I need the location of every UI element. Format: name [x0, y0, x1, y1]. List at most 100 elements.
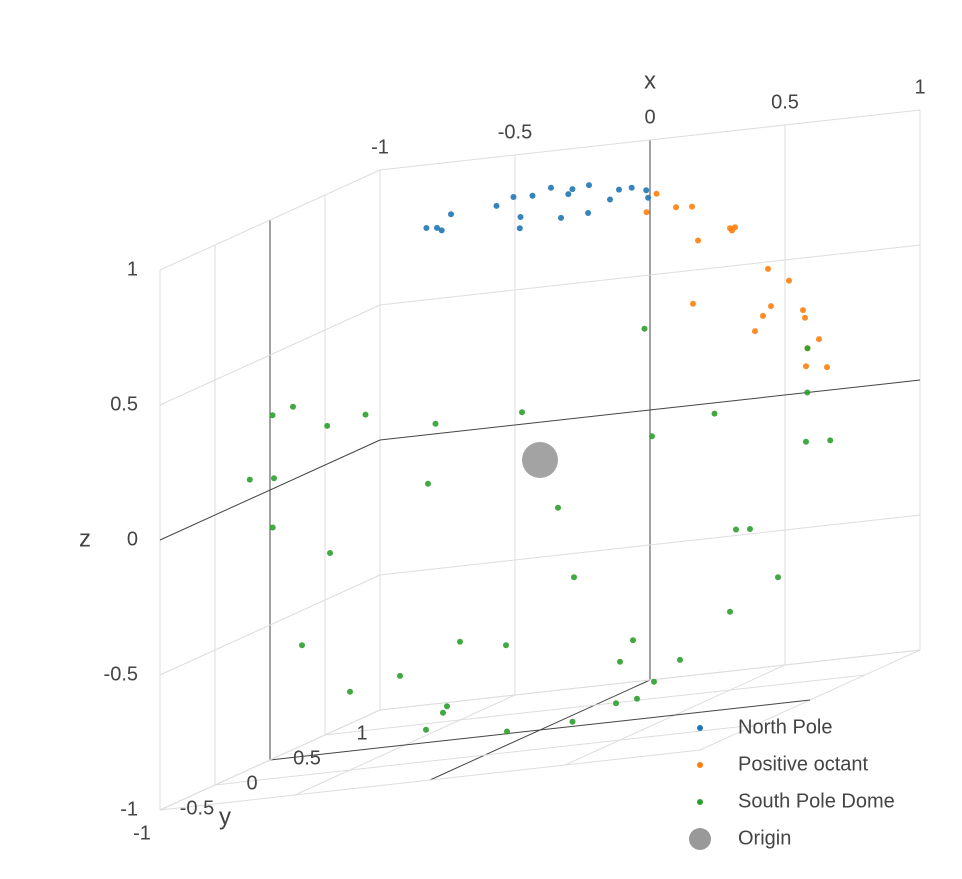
x-tick-label: 0.5: [771, 91, 799, 113]
legend-label: Positive octant: [738, 753, 869, 775]
legend-marker: [697, 725, 703, 731]
point: [729, 227, 735, 234]
point: [565, 191, 572, 198]
point: [613, 700, 619, 707]
point: [299, 642, 305, 649]
point: [516, 225, 523, 232]
point: [423, 225, 430, 231]
x-tick-label: -0.5: [498, 121, 532, 143]
point: [397, 672, 403, 679]
y-tick-label: 0.5: [293, 747, 321, 769]
point: [585, 210, 592, 216]
z-tick-label: -1: [120, 798, 138, 820]
grid-line: [159, 169, 381, 271]
point: [434, 224, 440, 231]
point: [616, 186, 622, 193]
point: [653, 190, 660, 197]
point: [752, 328, 758, 335]
legend-label: North Pole: [738, 716, 833, 738]
legend-marker: [697, 762, 703, 768]
legend-marker: [697, 799, 703, 805]
point: [727, 608, 733, 615]
point: [493, 202, 500, 209]
point: [649, 433, 655, 440]
grid-line: [159, 304, 381, 406]
point: [643, 209, 650, 216]
point: [695, 237, 701, 244]
point: [269, 524, 276, 531]
point: [548, 184, 554, 191]
point: [444, 703, 450, 710]
legend-label: South Pole Dome: [738, 790, 895, 812]
point: [630, 637, 636, 644]
z-axis-title: z: [79, 525, 91, 552]
grid-line: [159, 439, 381, 541]
point: [269, 412, 276, 419]
point: [645, 194, 652, 201]
x-tick-label: 1: [914, 76, 925, 98]
point: [803, 363, 809, 370]
point: [628, 184, 635, 191]
point: [765, 265, 771, 272]
points-layer: [246, 182, 834, 735]
point: [271, 475, 277, 482]
point: [786, 277, 792, 284]
point: [519, 409, 525, 416]
point: [425, 480, 431, 487]
y-tick-label: -1: [133, 822, 151, 844]
point: [690, 300, 696, 307]
point: [438, 227, 445, 234]
point: [529, 192, 536, 199]
point: [827, 437, 834, 444]
grid-line: [159, 749, 701, 811]
grid-line: [379, 244, 921, 306]
point: [448, 211, 454, 218]
z-tick-label: -0.5: [104, 663, 138, 685]
legend-marker: [689, 828, 711, 850]
x-tick-label: -1: [371, 136, 389, 158]
grid-line: [269, 699, 811, 761]
point: [504, 728, 510, 735]
point: [569, 718, 576, 725]
point: [760, 312, 766, 319]
y-tick-label: 0: [246, 772, 257, 794]
point: [362, 411, 369, 418]
point: [804, 389, 811, 396]
point: [324, 422, 331, 429]
grid-line: [159, 574, 381, 676]
grid-line: [214, 724, 756, 786]
point: [816, 336, 822, 343]
grid-line: [324, 674, 866, 736]
point: [607, 196, 613, 203]
point: [824, 364, 830, 371]
point: [347, 688, 353, 695]
point: [290, 403, 296, 410]
point: [517, 214, 524, 220]
legend-label: Origin: [738, 827, 791, 849]
point: [617, 658, 623, 665]
point: [768, 303, 774, 310]
point: [246, 476, 253, 483]
point: [747, 526, 753, 532]
z-tick-label: 1: [127, 258, 138, 280]
point: [800, 307, 806, 314]
point: [711, 410, 718, 417]
point: [522, 442, 558, 478]
point: [510, 194, 517, 200]
grid-line: [379, 109, 921, 171]
point: [440, 709, 446, 716]
y-tick-label: -0.5: [180, 797, 214, 819]
y-axis-title: y: [219, 803, 231, 830]
grid-line: [379, 514, 921, 576]
point: [503, 642, 509, 649]
point: [571, 574, 577, 581]
grid-line: [159, 709, 381, 811]
point: [432, 420, 439, 427]
point: [673, 204, 679, 211]
point: [558, 214, 564, 221]
point: [651, 678, 657, 685]
z-tick-label: 0.5: [110, 393, 138, 415]
point: [327, 550, 333, 556]
point: [643, 187, 650, 194]
grid-line: [379, 379, 921, 441]
